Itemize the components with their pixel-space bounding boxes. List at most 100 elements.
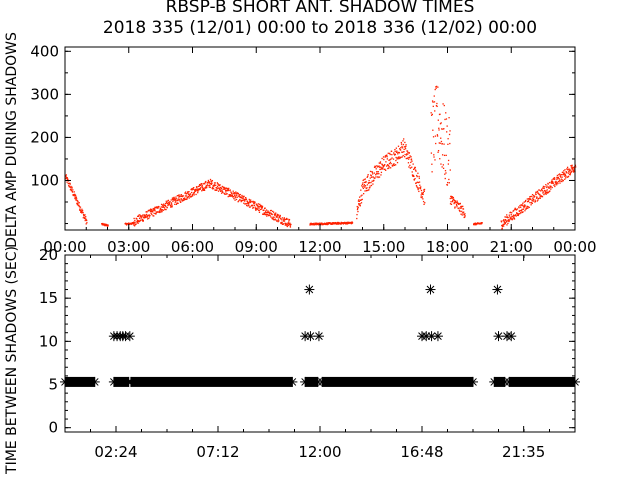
top-data-point bbox=[215, 187, 218, 189]
top-data-point bbox=[435, 142, 437, 145]
top-data-point bbox=[141, 215, 143, 217]
top-data-point bbox=[420, 186, 422, 188]
asterisk-stroke bbox=[301, 378, 309, 386]
top-data-point bbox=[152, 211, 154, 213]
top-data-point bbox=[215, 189, 217, 191]
top-data-point bbox=[403, 156, 406, 158]
top-data-point bbox=[558, 174, 560, 176]
top-data-point bbox=[235, 191, 237, 193]
top-data-point bbox=[201, 190, 203, 192]
top-data-point bbox=[283, 220, 285, 222]
top-data-point bbox=[137, 222, 139, 224]
top-data-point bbox=[437, 119, 439, 121]
top-data-point bbox=[287, 223, 290, 225]
top-data-point bbox=[382, 166, 384, 168]
top-data-point bbox=[501, 225, 504, 228]
top-data-point bbox=[283, 218, 285, 220]
top-data-point bbox=[211, 182, 213, 185]
top-data-point bbox=[133, 217, 135, 220]
top-data-point bbox=[154, 210, 156, 212]
top-data-point bbox=[279, 215, 281, 218]
top-data-point bbox=[208, 181, 210, 183]
top-data-point bbox=[510, 218, 513, 220]
top-data-point bbox=[446, 181, 449, 184]
top-data-point bbox=[66, 181, 68, 183]
top-data-point bbox=[523, 205, 526, 208]
top-data-point bbox=[203, 182, 205, 185]
top-data-point bbox=[385, 161, 387, 163]
top-data-point bbox=[146, 215, 148, 217]
top-data-point bbox=[200, 183, 203, 185]
top-data-point bbox=[281, 219, 283, 221]
top-data-point bbox=[260, 206, 262, 208]
top-data-point bbox=[519, 213, 521, 215]
top-data-point bbox=[327, 223, 330, 225]
top-data-point bbox=[202, 183, 204, 185]
asterisk-stroke bbox=[306, 332, 315, 341]
top-data-point bbox=[517, 212, 519, 215]
top-data-point bbox=[513, 217, 515, 219]
top-data-point bbox=[288, 219, 290, 221]
top-data-point bbox=[456, 200, 458, 202]
top-data-point bbox=[167, 204, 169, 206]
top-data-point bbox=[75, 198, 78, 200]
top-data-point bbox=[405, 157, 407, 160]
top-data-point bbox=[218, 184, 220, 186]
top-data-point bbox=[511, 212, 513, 214]
top-data-point bbox=[242, 199, 244, 202]
top-data-point bbox=[148, 214, 150, 216]
top-data-point bbox=[434, 110, 436, 112]
top-data-point bbox=[155, 207, 158, 209]
top-data-point bbox=[545, 184, 547, 186]
top-data-point bbox=[530, 204, 532, 206]
asterisk-stroke bbox=[90, 378, 99, 386]
top-data-point bbox=[264, 213, 267, 216]
top-data-point bbox=[361, 185, 363, 187]
top-data-point bbox=[277, 214, 280, 216]
top-data-point bbox=[73, 191, 75, 193]
top-data-point bbox=[67, 178, 69, 180]
top-data-point bbox=[69, 182, 71, 185]
top-data-point bbox=[440, 140, 443, 143]
top-data-point bbox=[237, 200, 240, 202]
top-data-point bbox=[454, 207, 456, 209]
top-data-point bbox=[136, 218, 138, 220]
top-data-point bbox=[187, 191, 189, 193]
top-data-point bbox=[381, 163, 383, 165]
top-data-point bbox=[503, 221, 506, 223]
top-data-point bbox=[433, 156, 435, 158]
top-data-point bbox=[414, 166, 416, 169]
baseline-asterisk bbox=[108, 376, 119, 387]
top-data-point bbox=[569, 169, 571, 172]
top-data-point bbox=[285, 223, 287, 226]
top-data-point bbox=[443, 154, 446, 157]
top-data-point bbox=[510, 217, 512, 219]
top-data-point bbox=[528, 198, 531, 200]
top-data-point bbox=[507, 216, 509, 219]
top-data-point bbox=[547, 183, 549, 185]
top-data-point bbox=[154, 207, 157, 209]
top-data-point bbox=[445, 112, 447, 114]
top-data-point bbox=[205, 185, 207, 188]
top-data-point bbox=[438, 142, 440, 144]
top-data-point bbox=[161, 204, 164, 206]
top-data-point bbox=[384, 155, 387, 157]
top-data-point bbox=[559, 174, 562, 176]
top-data-point bbox=[177, 195, 179, 197]
top-data-point bbox=[389, 159, 391, 161]
top-data-point bbox=[217, 187, 219, 189]
top-data-point bbox=[267, 210, 269, 212]
top-data-point bbox=[254, 206, 256, 208]
top-data-point bbox=[285, 218, 288, 220]
top-data-point bbox=[393, 163, 395, 165]
top-data-point bbox=[456, 206, 458, 208]
top-data-point bbox=[442, 164, 444, 166]
top-data-point bbox=[417, 188, 419, 191]
top-data-point bbox=[430, 152, 433, 154]
asterisk-stroke bbox=[315, 332, 323, 341]
top-data-point bbox=[459, 210, 461, 213]
top-data-point bbox=[540, 195, 542, 198]
top-data-point bbox=[289, 226, 292, 228]
top-data-point bbox=[224, 193, 226, 195]
top-data-point bbox=[506, 224, 508, 226]
